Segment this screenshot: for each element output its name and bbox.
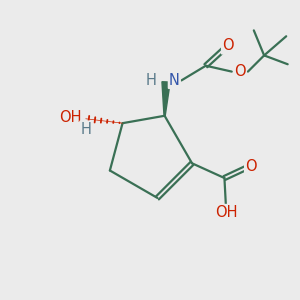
Polygon shape [162,82,170,116]
Text: OH: OH [215,205,237,220]
Text: OH: OH [59,110,82,125]
Text: H: H [145,73,156,88]
Text: O: O [245,159,257,174]
Text: O: O [234,64,246,79]
Text: N: N [169,73,180,88]
Text: H: H [80,122,91,136]
Text: O: O [222,38,234,53]
